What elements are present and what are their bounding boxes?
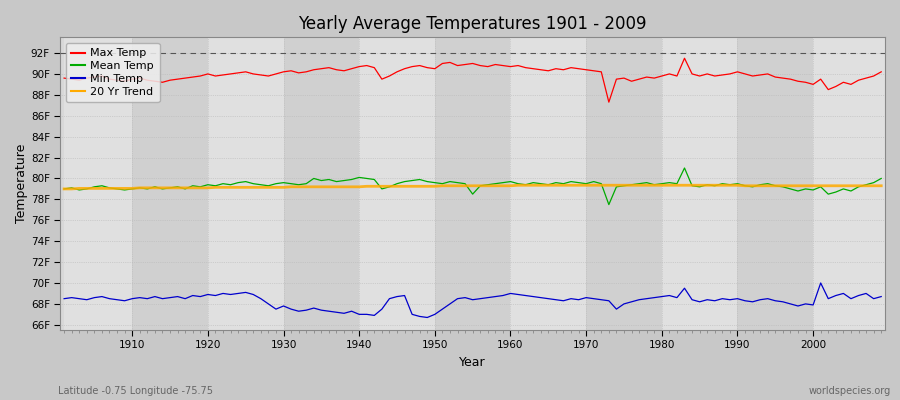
Bar xyxy=(64,37,132,330)
Bar xyxy=(359,37,435,330)
Bar xyxy=(662,37,737,330)
Bar xyxy=(435,37,510,330)
Bar xyxy=(208,37,284,330)
Bar xyxy=(586,37,662,330)
Y-axis label: Temperature: Temperature xyxy=(15,144,28,223)
Bar xyxy=(132,37,208,330)
Legend: Max Temp, Mean Temp, Min Temp, 20 Yr Trend: Max Temp, Mean Temp, Min Temp, 20 Yr Tre… xyxy=(66,43,159,102)
Bar xyxy=(737,37,813,330)
Text: Latitude -0.75 Longitude -75.75: Latitude -0.75 Longitude -75.75 xyxy=(58,386,213,396)
Bar xyxy=(510,37,586,330)
Bar xyxy=(813,37,889,330)
Text: worldspecies.org: worldspecies.org xyxy=(809,386,891,396)
Bar xyxy=(284,37,359,330)
X-axis label: Year: Year xyxy=(459,356,486,369)
Title: Yearly Average Temperatures 1901 - 2009: Yearly Average Temperatures 1901 - 2009 xyxy=(299,15,647,33)
